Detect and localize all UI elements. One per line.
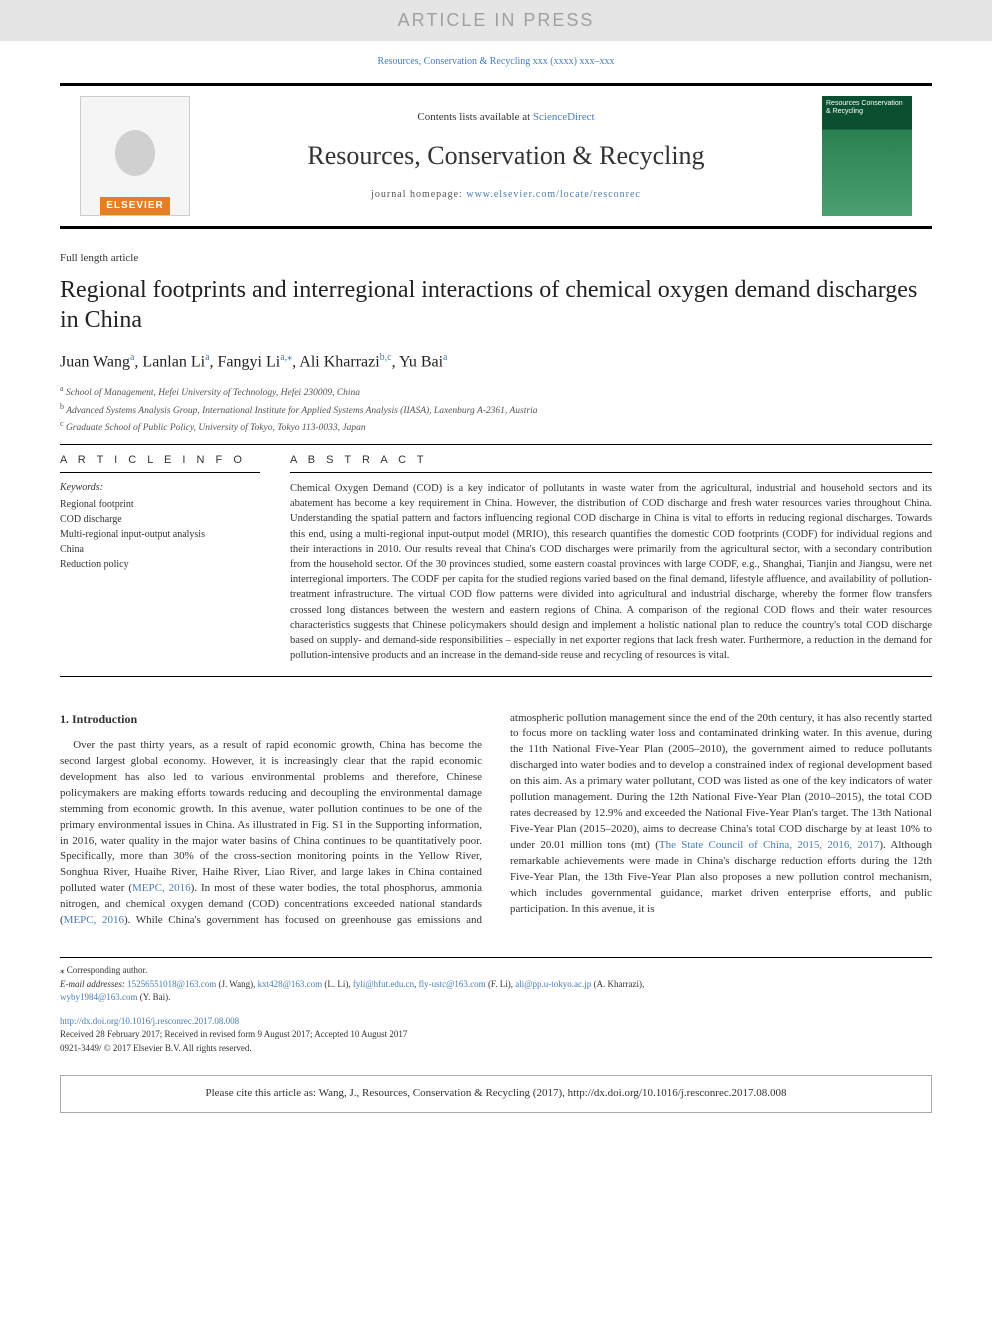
- issn-copyright: 0921-3449/ © 2017 Elsevier B.V. All righ…: [60, 1042, 932, 1056]
- footer-notes: ⁎ Corresponding author. E-mail addresses…: [60, 957, 932, 1055]
- sciencedirect-link[interactable]: ScienceDirect: [533, 111, 595, 123]
- journal-header: ELSEVIER Contents lists available at Sci…: [60, 83, 932, 229]
- author-name: Juan Wang: [60, 353, 130, 370]
- author-affil-sup: a,⁎: [280, 352, 292, 363]
- affiliation-line: b Advanced Systems Analysis Group, Inter…: [60, 401, 932, 418]
- article-info-heading: A R T I C L E I N F O: [60, 453, 260, 473]
- email-link[interactable]: kxt428@163.com: [258, 979, 323, 989]
- divider: [60, 676, 932, 677]
- journal-homepage-line: journal homepage: www.elsevier.com/locat…: [210, 188, 802, 202]
- author-name: Lanlan Li: [142, 353, 205, 370]
- article-type: Full length article: [60, 251, 932, 266]
- email-label: E-mail addresses:: [60, 979, 127, 989]
- body-paragraph: Over the past thirty years, as a result …: [60, 711, 932, 930]
- keyword-item: COD discharge: [60, 512, 260, 527]
- affiliation-line: a School of Management, Hefei University…: [60, 383, 932, 400]
- doi-link[interactable]: http://dx.doi.org/10.1016/j.resconrec.20…: [60, 1015, 932, 1029]
- article-in-press-banner: ARTICLE IN PRESS: [0, 0, 992, 41]
- cover-title: Resources Conservation & Recycling: [822, 96, 912, 119]
- affiliations: a School of Management, Hefei University…: [60, 383, 932, 435]
- homepage-prefix: journal homepage:: [371, 189, 466, 200]
- corresponding-author-note: ⁎ Corresponding author.: [60, 964, 932, 978]
- abstract-heading: A B S T R A C T: [290, 453, 932, 473]
- email-link[interactable]: fyli@hfut.edu.cn: [353, 979, 414, 989]
- article-info-column: A R T I C L E I N F O Keywords: Regional…: [60, 453, 260, 664]
- abstract-column: A B S T R A C T Chemical Oxygen Demand (…: [290, 453, 932, 664]
- elsevier-tree-icon: [100, 113, 170, 193]
- received-dates: Received 28 February 2017; Received in r…: [60, 1028, 932, 1042]
- journal-reference-line: Resources, Conservation & Recycling xxx …: [0, 41, 992, 83]
- header-center: Contents lists available at ScienceDirec…: [190, 110, 822, 202]
- author-affil-sup: a: [130, 352, 134, 363]
- abstract-text: Chemical Oxygen Demand (COD) is a key in…: [290, 481, 932, 664]
- keyword-item: Regional footprint: [60, 497, 260, 512]
- keyword-item: China: [60, 542, 260, 557]
- citation-link[interactable]: MEPC, 2016: [64, 914, 124, 926]
- homepage-link[interactable]: www.elsevier.com/locate/resconrec: [466, 189, 641, 200]
- email-link[interactable]: fly-ustc@163.com: [419, 979, 486, 989]
- article-title: Regional footprints and interregional in…: [60, 275, 932, 335]
- citation-link[interactable]: MEPC, 2016: [132, 882, 191, 894]
- author-name: Ali Kharrazi: [299, 353, 379, 370]
- please-cite-box: Please cite this article as: Wang, J., R…: [60, 1075, 932, 1112]
- author-affil-sup: b,c: [380, 352, 392, 363]
- email-link[interactable]: wyby1984@163.com: [60, 992, 138, 1002]
- doi-block: http://dx.doi.org/10.1016/j.resconrec.20…: [60, 1015, 932, 1056]
- publisher-logo: ELSEVIER: [80, 96, 190, 216]
- journal-name: Resources, Conservation & Recycling: [210, 138, 802, 174]
- body-text: 1. Introduction Over the past thirty yea…: [60, 711, 932, 930]
- email-addresses-line: E-mail addresses: 15256551018@163.com (J…: [60, 978, 932, 992]
- author-name: Yu Bai: [399, 353, 443, 370]
- affiliation-line: c Graduate School of Public Policy, Univ…: [60, 418, 932, 435]
- email-link[interactable]: 15256551018@163.com: [127, 979, 216, 989]
- email-link[interactable]: ali@pp.u-tokyo.ac.jp: [515, 979, 591, 989]
- author-name: Fangyi Li: [218, 353, 281, 370]
- contents-prefix: Contents lists available at: [417, 111, 532, 123]
- author-affil-sup: a: [443, 352, 447, 363]
- citation-link[interactable]: The State Council of China, 2015, 2016, …: [659, 839, 880, 851]
- divider: [60, 444, 932, 445]
- keywords-label: Keywords:: [60, 481, 260, 495]
- keyword-item: Multi-regional input-output analysis: [60, 527, 260, 542]
- author-list: Juan Wanga, Lanlan Lia, Fangyi Lia,⁎, Al…: [60, 351, 932, 374]
- publisher-name: ELSEVIER: [100, 197, 169, 215]
- introduction-heading: 1. Introduction: [60, 711, 482, 728]
- email-last-line: wyby1984@163.com (Y. Bai).: [60, 991, 932, 1005]
- author-affil-sup: a: [205, 352, 209, 363]
- journal-cover-thumbnail: Resources Conservation & Recycling: [822, 96, 912, 216]
- contents-lists-line: Contents lists available at ScienceDirec…: [210, 110, 802, 125]
- keyword-item: Reduction policy: [60, 557, 260, 572]
